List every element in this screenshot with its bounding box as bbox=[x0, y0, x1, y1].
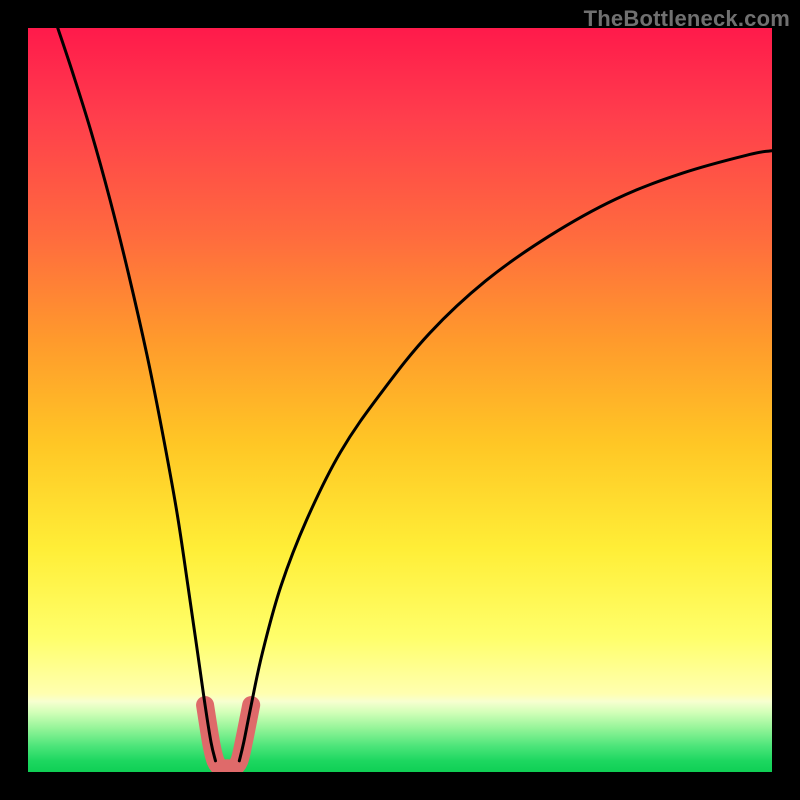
gradient-background bbox=[28, 28, 772, 772]
plot-area bbox=[28, 28, 772, 772]
chart-frame: TheBottleneck.com bbox=[0, 0, 800, 800]
bottleneck-chart bbox=[28, 28, 772, 772]
